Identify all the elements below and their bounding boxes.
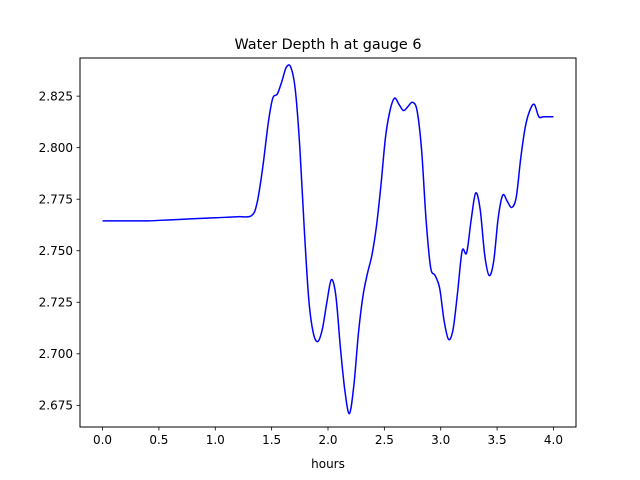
x-tick-label: 3.0 — [431, 433, 450, 447]
x-tick-label: 0.5 — [149, 433, 168, 447]
x-axis-label: hours — [311, 457, 345, 471]
y-tick-label: 2.725 — [39, 296, 73, 310]
series-layer — [102, 64, 554, 415]
y-tick-label: 2.800 — [39, 141, 73, 155]
y-tick-label: 2.825 — [39, 89, 73, 103]
plot-area — [80, 58, 576, 427]
x-tick-label: 1.0 — [206, 433, 225, 447]
x-axis-ticks: 0.0 0.5 1.0 1.5 2.0 2.5 3.0 3.5 4.0 — [93, 427, 563, 447]
x-tick-label: 4.0 — [544, 433, 563, 447]
y-tick-label: 2.750 — [39, 244, 73, 258]
x-tick-label: 2.0 — [318, 433, 337, 447]
x-tick-label: 3.5 — [488, 433, 507, 447]
chart-title: Water Depth h at gauge 6 — [234, 37, 421, 53]
x-tick-label: 0.0 — [93, 433, 112, 447]
y-tick-label: 2.675 — [39, 399, 73, 413]
x-tick-label: 1.5 — [262, 433, 281, 447]
y-tick-label: 2.700 — [39, 347, 73, 361]
y-axis-ticks: 2.675 2.700 2.725 2.750 2.775 2.800 2.825 — [39, 89, 80, 413]
x-tick-label: 2.5 — [375, 433, 394, 447]
plot-background — [80, 58, 576, 427]
y-tick-label: 2.775 — [39, 193, 73, 207]
series-line-0 — [102, 64, 554, 415]
